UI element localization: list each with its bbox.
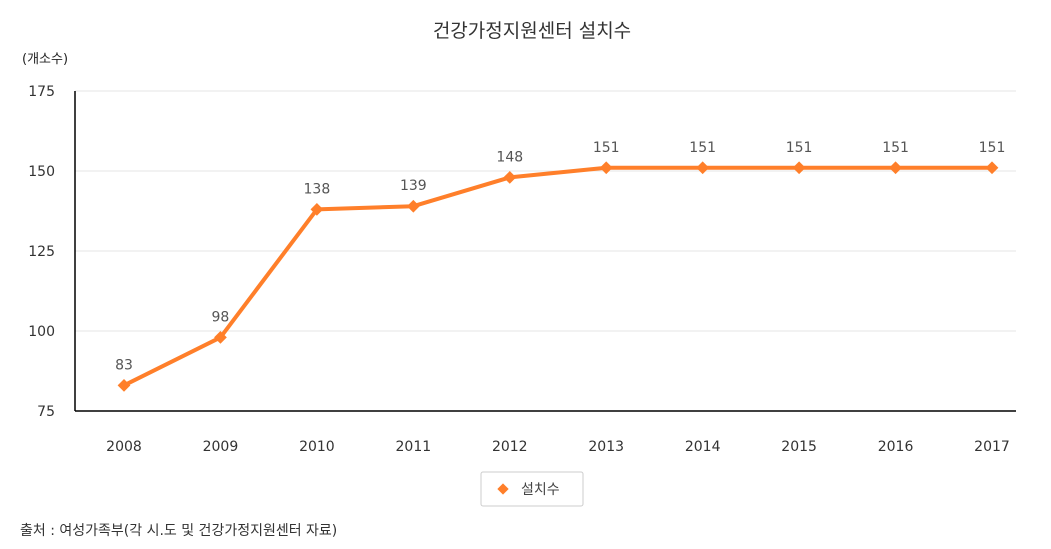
y-tick-label: 75 [37,404,55,420]
data-point [310,203,324,216]
data-point [792,161,806,175]
data-points [117,161,999,392]
y-axis-unit-label: (개소수) [22,52,68,67]
data-point [117,379,131,392]
x-tick-label: 2011 [396,439,432,455]
source-note: 출처 : 여성가족부(각 시.도 및 건강가정지원센터 자료) [20,523,337,539]
legend-box [480,471,584,507]
data-label: 138 [304,181,331,197]
y-tick-label: 125 [28,244,55,260]
y-tick-label: 150 [28,164,55,180]
data-point [214,331,227,344]
data-label: 151 [882,140,909,156]
data-label: 83 [115,357,133,373]
chart-title: 건강가정지원센터 설치수 [433,20,631,42]
data-point [503,171,517,184]
data-point [985,161,999,175]
x-tick-labels: 2008 2009 2010 2011 2012 2013 2014 2015 2016 2017 [106,439,1010,455]
data-point [889,161,902,175]
x-tick-label: 2013 [588,439,624,455]
x-tick-label: 2016 [878,439,914,455]
series-layer [122,165,994,388]
data-label: 98 [212,309,230,325]
data-label: 151 [593,140,620,156]
legend-label: 설치수 [521,482,560,498]
data-label: 151 [689,140,716,156]
x-tick-label: 2015 [781,439,817,455]
data-label: 139 [400,178,427,194]
x-tick-label: 2010 [299,439,335,455]
data-label: 148 [496,149,523,165]
y-tick-labels: 75 100 125 150 175 [28,84,55,420]
x-tick-label: 2009 [203,439,239,455]
data-labels: 83 98 138 139 148 151 151 151 151 151 [115,140,1005,374]
y-tick-label: 100 [28,324,55,340]
x-tick-label: 2012 [492,439,528,455]
data-point [599,161,613,175]
x-tick-label: 2014 [685,439,721,455]
legend: 설치수 [480,471,584,507]
data-point [406,199,420,213]
gridlines [75,90,1016,332]
axes [74,91,1016,412]
data-label: 151 [786,140,813,156]
series-line [122,165,994,388]
y-tick-label: 175 [28,84,55,100]
x-tick-label: 2008 [106,439,142,455]
x-tick-label: 2017 [974,439,1010,455]
data-label: 151 [979,140,1006,156]
data-point [696,161,710,175]
